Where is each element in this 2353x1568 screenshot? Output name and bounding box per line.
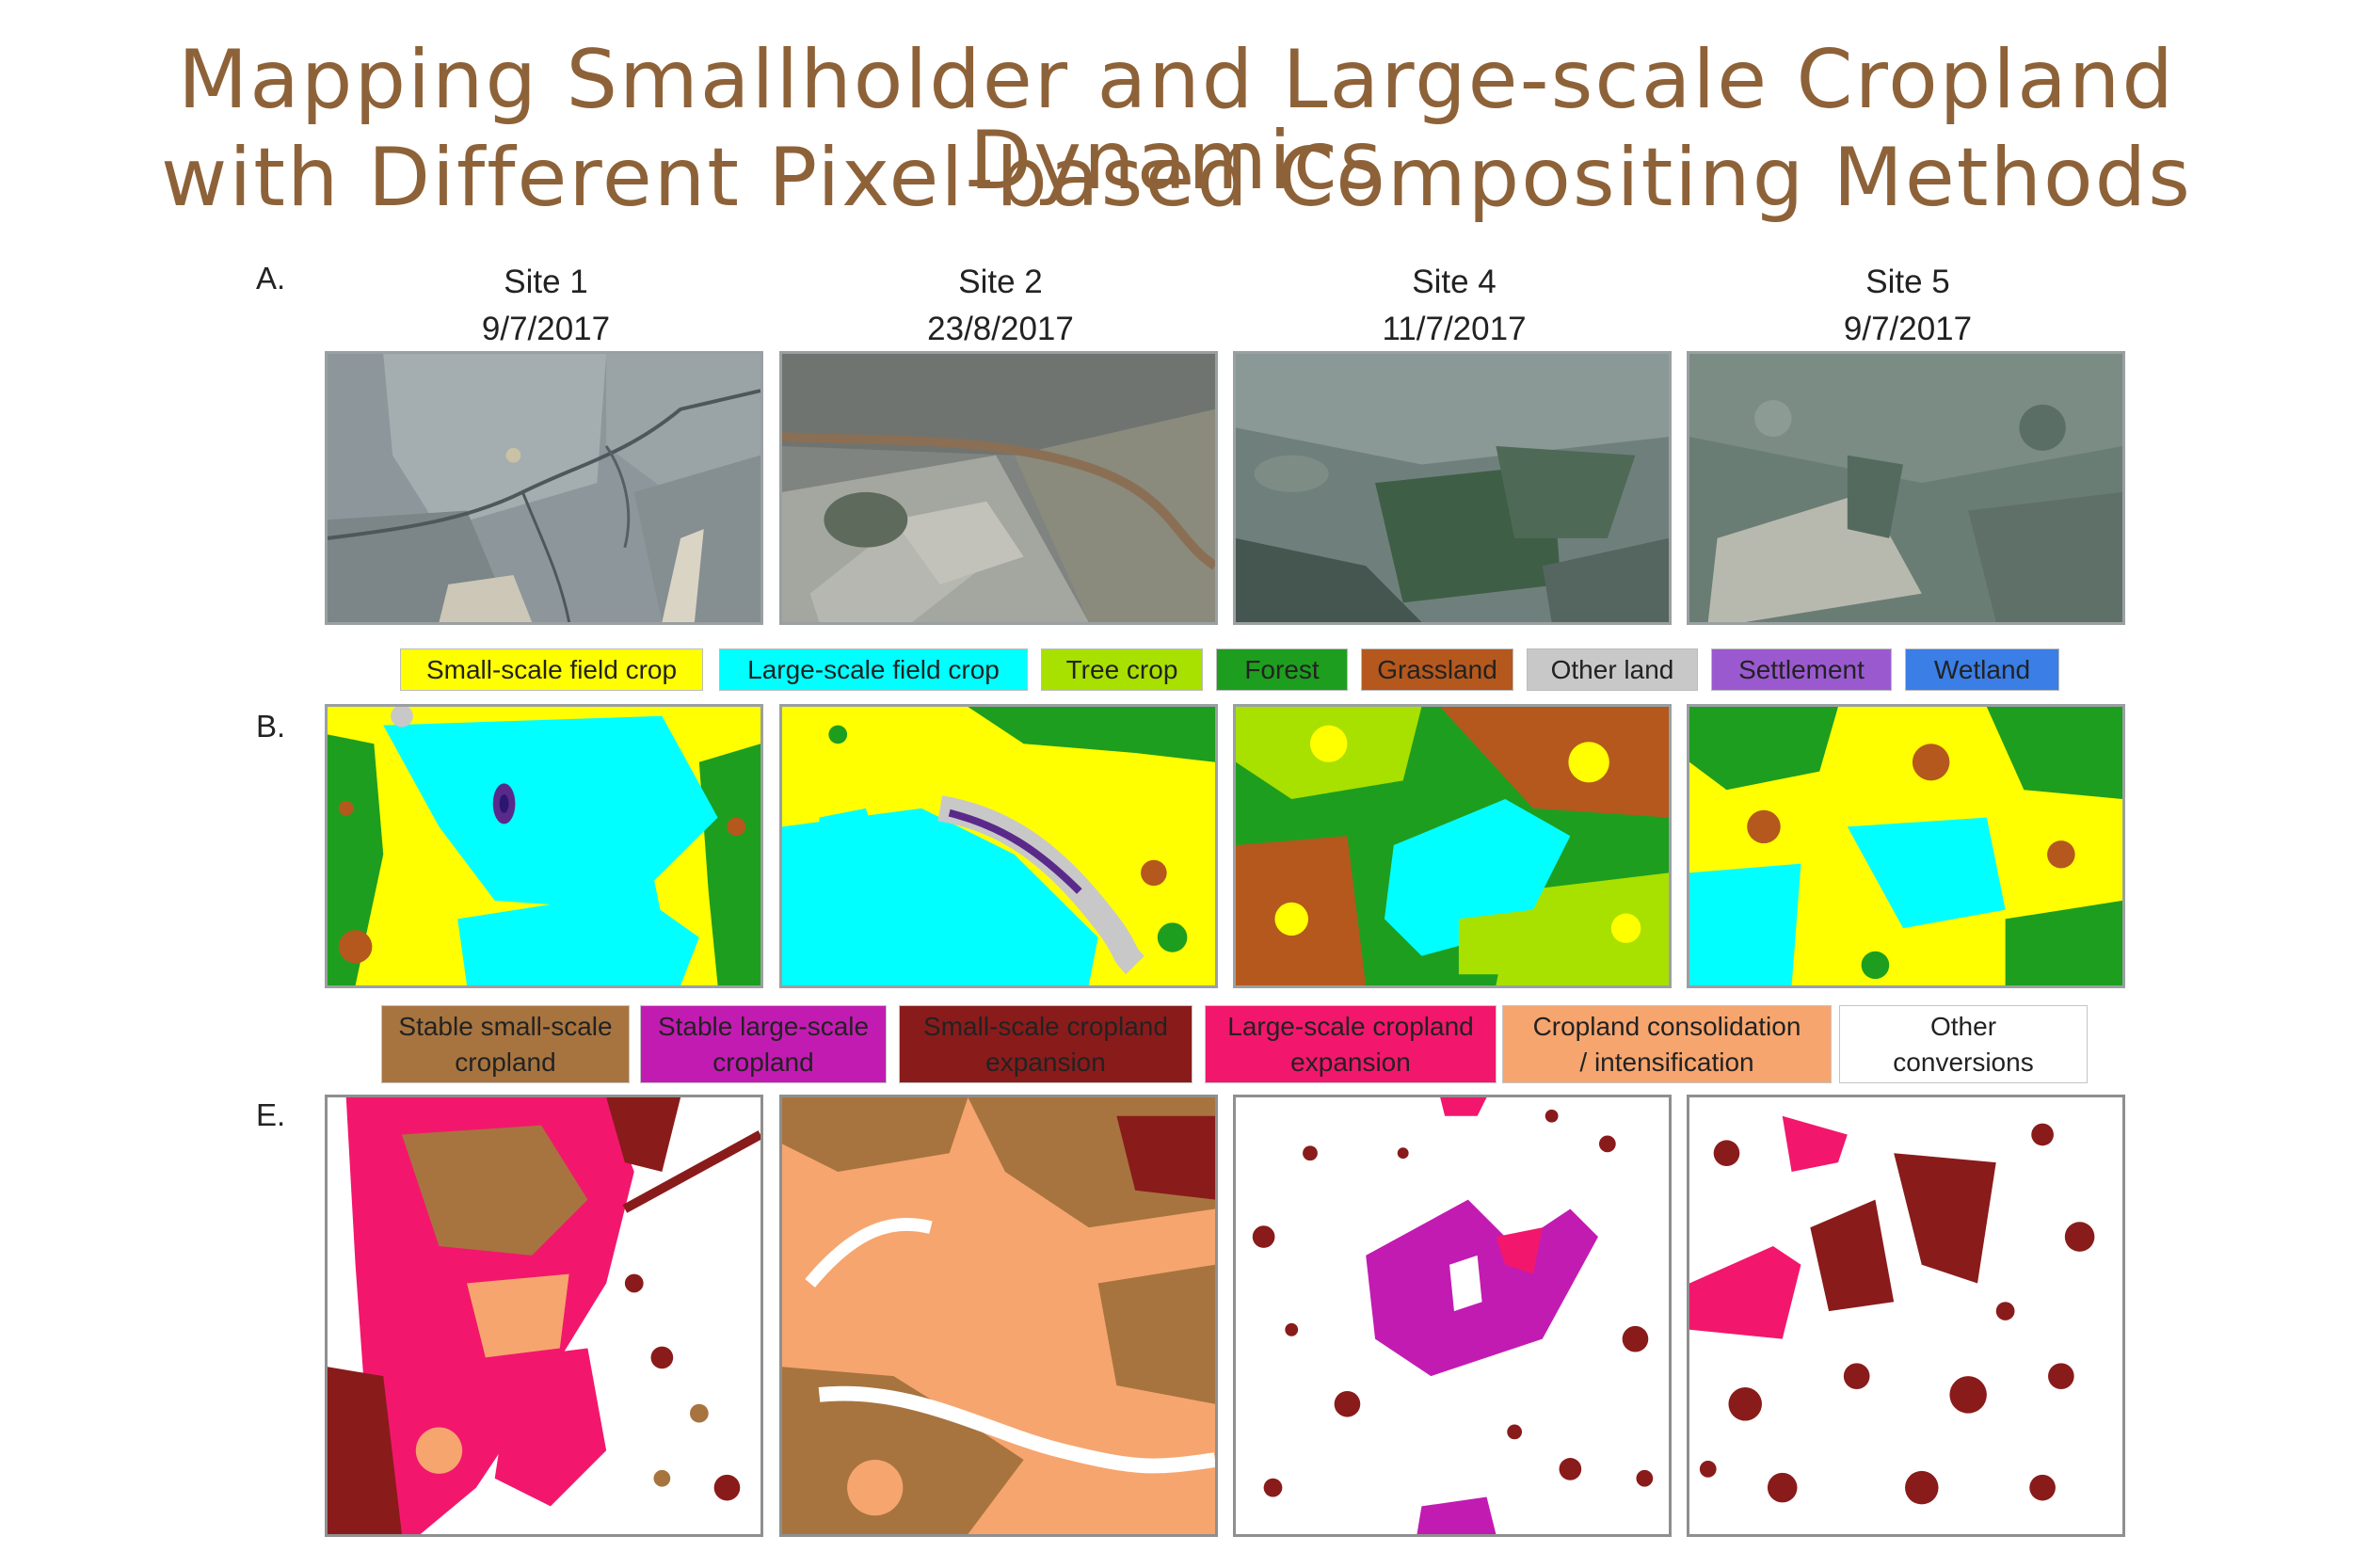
legend-forest: Forest (1216, 648, 1348, 691)
legend-grassland: Grassland (1361, 648, 1513, 691)
site-header-4: Site 4 11/7/2017 (1233, 259, 1675, 353)
satellite-image-site-2 (779, 351, 1218, 625)
satellite-image-site-4 (1233, 351, 1672, 625)
legend-stable-large-scale-cropland: Stable large-scale cropland (640, 1005, 887, 1083)
site-date: 11/7/2017 (1382, 311, 1527, 347)
change-map-site-2 (779, 1095, 1218, 1537)
site-name: Site 2 (958, 264, 1043, 300)
landcover-map-site-1 (325, 704, 763, 988)
legend-cropland-consolidation-intensification: Cropland consolidation / intensification (1502, 1005, 1832, 1083)
site-date: 23/8/2017 (927, 311, 1074, 347)
satellite-image-site-1 (325, 351, 763, 625)
satellite-image-site-5 (1687, 351, 2125, 625)
legend-large-scale-cropland-expansion: Large-scale cropland expansion (1205, 1005, 1497, 1083)
change-map-site-5 (1687, 1095, 2125, 1537)
change-map-site-1 (325, 1095, 763, 1537)
landcover-map-site-4 (1233, 704, 1672, 988)
legend-tree-crop: Tree crop (1041, 648, 1203, 691)
landcover-map-site-2 (779, 704, 1218, 988)
legend-other-conversions: Other conversions (1839, 1005, 2088, 1083)
panel-label-b: B. (256, 709, 286, 744)
figure-title-line-2: with Different Pixel-based Compositing M… (161, 131, 2192, 225)
site-name: Site 1 (504, 264, 588, 300)
site-date: 9/7/2017 (481, 311, 611, 347)
legend-wetland: Wetland (1905, 648, 2059, 691)
site-header-2: Site 2 23/8/2017 (779, 259, 1222, 353)
legend-other-land: Other land (1527, 648, 1698, 691)
legend-small-scale-field-crop: Small-scale field crop (400, 648, 703, 691)
panel-label-a: A. (256, 261, 286, 296)
legend-settlement: Settlement (1711, 648, 1892, 691)
site-name: Site 5 (1865, 264, 1950, 300)
landcover-map-site-5 (1687, 704, 2125, 988)
figure-title-line-1: Mapping Smallholder and Large-scale Crop… (178, 33, 2175, 208)
legend-stable-small-scale-cropland: Stable small-scale cropland (381, 1005, 630, 1083)
change-map-site-4 (1233, 1095, 1672, 1537)
site-header-5: Site 5 9/7/2017 (1687, 259, 2129, 353)
panel-label-e: E. (256, 1097, 286, 1132)
legend-small-scale-cropland-expansion: Small-scale cropland expansion (899, 1005, 1193, 1083)
legend-large-scale-field-crop: Large-scale field crop (719, 648, 1028, 691)
site-header-1: Site 1 9/7/2017 (325, 259, 767, 353)
site-date: 9/7/2017 (1843, 311, 1973, 347)
site-name: Site 4 (1412, 264, 1497, 300)
